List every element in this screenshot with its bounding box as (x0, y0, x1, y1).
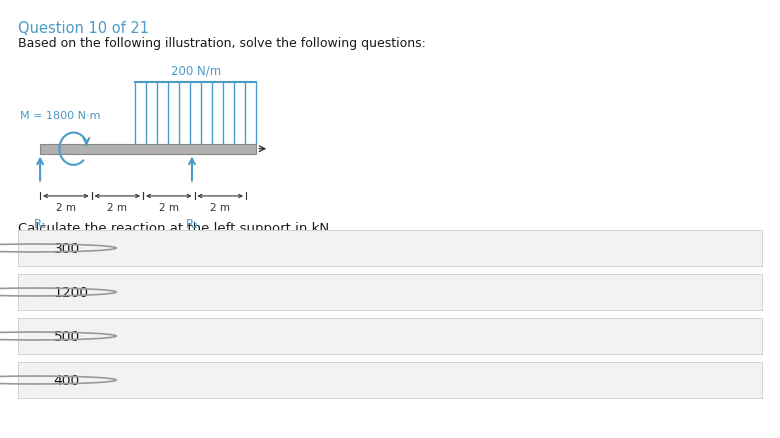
Text: 2 m: 2 m (211, 203, 230, 213)
Text: 1200: 1200 (54, 285, 89, 299)
Text: M = 1800 N·m: M = 1800 N·m (20, 110, 100, 120)
Text: 300: 300 (54, 241, 80, 255)
Text: 500: 500 (54, 329, 80, 343)
Text: Based on the following illustration, solve the following questions:: Based on the following illustration, sol… (18, 37, 426, 50)
Text: 400: 400 (54, 373, 80, 387)
Text: < Previous: < Previous (25, 413, 96, 426)
Text: 200 N/m: 200 N/m (171, 64, 221, 77)
Text: 2 m: 2 m (56, 203, 76, 213)
Text: 2 m: 2 m (108, 203, 127, 213)
Text: R₁: R₁ (34, 217, 47, 230)
Text: Calculate the reaction at the left support in kN.: Calculate the reaction at the left suppo… (18, 222, 333, 234)
Text: R₂: R₂ (186, 217, 198, 230)
Text: Question 10 of 21: Question 10 of 21 (18, 21, 149, 36)
Bar (40, 145, 257, 154)
Text: Select the correct response:: Select the correct response: (18, 240, 195, 254)
Text: 2 m: 2 m (159, 203, 179, 213)
